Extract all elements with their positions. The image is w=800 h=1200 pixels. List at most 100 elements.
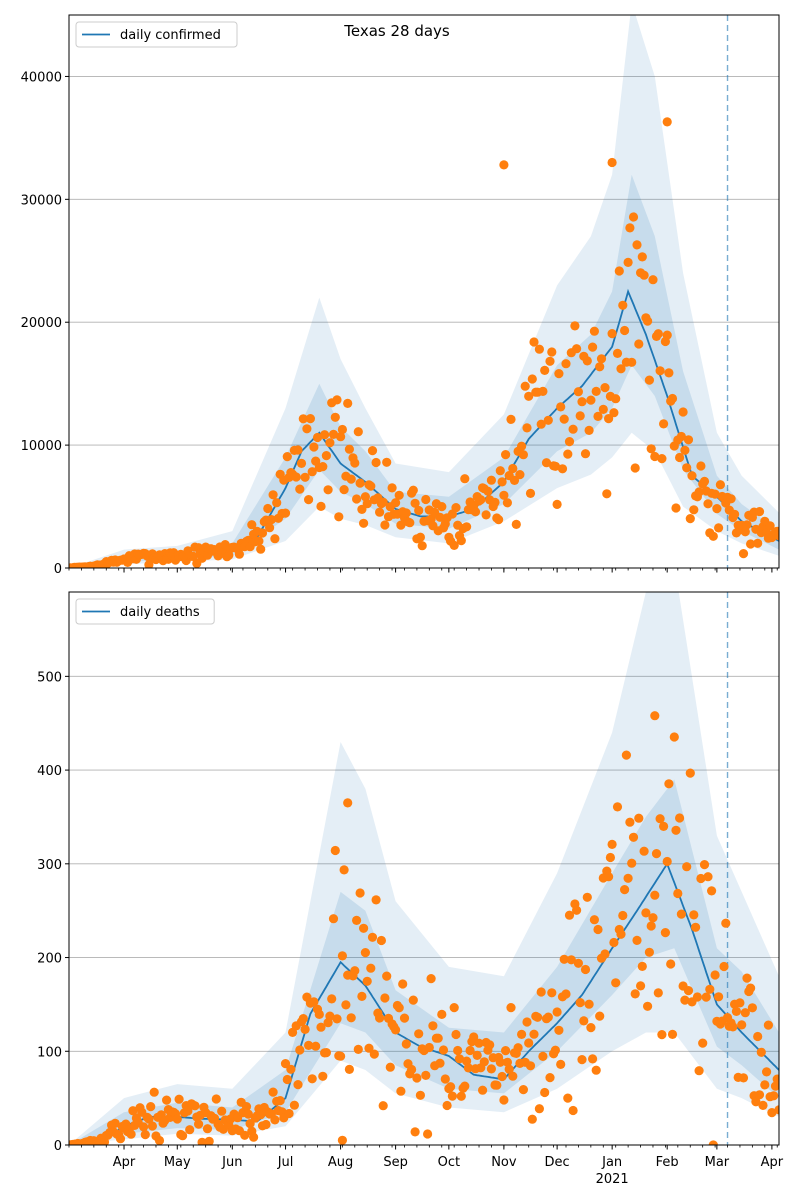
observation-dot	[449, 540, 459, 551]
y-tick-label: 500	[37, 670, 62, 685]
observation-dot	[660, 928, 671, 938]
observation-dot	[628, 832, 639, 842]
observation-dot	[600, 383, 610, 393]
observation-dot	[323, 485, 333, 495]
observation-dot	[318, 1071, 328, 1081]
observation-dot	[664, 368, 674, 378]
observation-dot	[341, 1000, 351, 1010]
observation-dot	[582, 356, 592, 366]
observation-dot	[765, 521, 775, 531]
observation-dot	[696, 873, 706, 884]
observation-dot	[692, 992, 703, 1002]
observation-dot	[685, 768, 695, 778]
x-tick-label: Aug	[328, 1155, 353, 1170]
observation-dot	[401, 1039, 411, 1049]
x-tick-label: Feb	[656, 1155, 679, 1170]
observation-dot	[753, 1031, 763, 1042]
observation-dot	[620, 885, 630, 895]
observation-dot	[330, 412, 340, 422]
observation-dot	[572, 905, 582, 915]
legend-box	[75, 598, 215, 625]
observation-dot	[307, 1074, 317, 1084]
observation-dot	[630, 463, 640, 473]
observation-dot	[525, 488, 536, 498]
observation-dot	[593, 411, 603, 421]
observation-dot	[336, 1051, 346, 1061]
observation-dot	[627, 858, 637, 868]
observation-dot	[634, 339, 644, 349]
observation-dot	[714, 523, 724, 533]
observation-dot	[355, 478, 365, 488]
observation-dot	[499, 1095, 509, 1105]
observation-dot	[110, 1118, 120, 1128]
y-tick-label: 0	[54, 562, 62, 577]
observation-dot	[525, 1061, 536, 1071]
observation-dot	[646, 444, 656, 454]
observation-dot	[387, 483, 397, 493]
observation-dot	[364, 1043, 374, 1053]
outer-interval-band	[69, 592, 779, 1145]
observation-dot	[547, 988, 557, 998]
observation-dot	[396, 520, 406, 530]
observation-dot	[746, 539, 756, 549]
observation-dot	[538, 1051, 548, 1061]
x-tick-label: Nov	[491, 1155, 517, 1170]
observation-dot	[612, 802, 623, 812]
observation-dot	[564, 910, 575, 920]
y-tick-label: 400	[37, 764, 62, 779]
observation-dot	[683, 986, 694, 996]
observation-dot	[293, 1080, 303, 1090]
observation-dot	[282, 452, 292, 462]
observation-dot	[694, 1066, 704, 1076]
observation-dot	[614, 266, 624, 276]
observation-dot	[685, 514, 695, 524]
observation-dot	[332, 1014, 342, 1024]
observation-dot	[382, 971, 392, 981]
observation-dot	[644, 947, 655, 957]
y-tick-label: 40000	[21, 70, 62, 85]
observation-dot	[667, 1029, 678, 1039]
observation-dot	[754, 507, 765, 517]
observation-dot	[270, 1115, 280, 1125]
observation-dot	[350, 966, 360, 976]
observation-dot	[543, 1012, 553, 1022]
observation-dot	[728, 1022, 738, 1032]
observation-dot	[554, 1025, 564, 1035]
observation-dot	[366, 481, 376, 491]
axes-frame	[68, 591, 780, 1146]
observation-dot	[600, 949, 610, 959]
observation-dot	[738, 1073, 749, 1083]
observation-dot	[502, 498, 512, 508]
observation-dot	[378, 1101, 388, 1111]
observation-dot	[197, 1137, 207, 1145]
observation-dot	[162, 1095, 172, 1105]
observation-dot	[556, 1059, 566, 1069]
y-tick-label: 20000	[21, 316, 62, 331]
observation-dot	[623, 257, 633, 267]
observation-dot	[183, 1106, 193, 1116]
observation-dot	[321, 1048, 331, 1058]
observation-dot	[408, 485, 418, 495]
observation-dot	[302, 424, 312, 434]
observation-dot	[742, 520, 752, 530]
observation-dot	[737, 1020, 747, 1030]
observation-dot	[561, 989, 571, 999]
observation-dot	[328, 914, 339, 924]
observation-dot	[644, 375, 655, 385]
observation-dot	[320, 430, 330, 440]
observation-dot	[270, 534, 280, 544]
observation-dot	[343, 398, 353, 408]
observation-dot	[424, 1042, 434, 1053]
observation-dot	[325, 1011, 335, 1021]
observation-dot	[394, 1003, 404, 1013]
observation-dot	[140, 1130, 150, 1140]
observation-dot	[596, 354, 607, 364]
observation-dot	[680, 995, 690, 1005]
observation-dot	[240, 1130, 250, 1140]
observation-dot	[643, 1001, 653, 1011]
observation-dot	[275, 1096, 285, 1106]
observation-dot-outlier	[499, 160, 509, 170]
observation-dot	[696, 461, 706, 471]
observation-dot	[550, 461, 561, 471]
y-tick-label: 200	[37, 952, 62, 967]
